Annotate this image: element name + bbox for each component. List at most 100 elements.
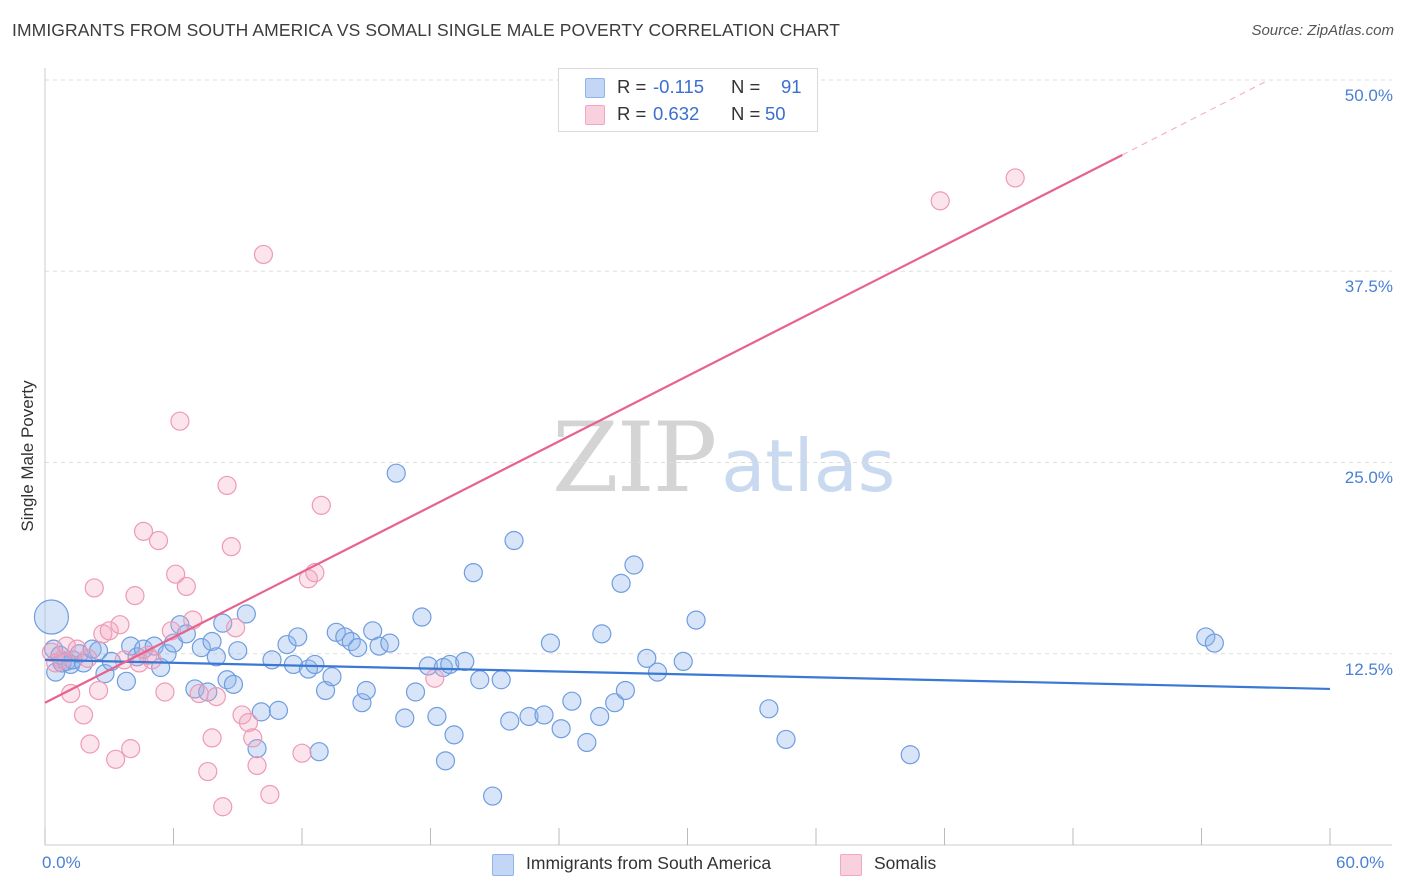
point-somalis-19 (133, 521, 154, 541)
point-somalis-26 (170, 411, 190, 431)
point-south-america-35 (251, 702, 271, 722)
point-south-america-74 (540, 633, 561, 653)
point-south-america-67 (470, 670, 490, 690)
point-south-america-43 (309, 742, 329, 762)
point-south-america-76 (562, 691, 582, 711)
series-somalis-points (41, 168, 1025, 817)
y-tick-50: 50.0% (1344, 86, 1393, 105)
legend-r-value: 0.632 (653, 103, 700, 124)
point-somalis-8 (80, 734, 100, 754)
point-somalis-14 (110, 615, 130, 635)
point-somalis-34 (217, 475, 237, 496)
y-tick-25: 25.0% (1344, 468, 1393, 487)
point-somalis-46 (311, 495, 331, 515)
point-south-america-0 (33, 599, 70, 635)
point-south-america-83 (624, 555, 644, 575)
point-south-america-46 (326, 622, 346, 642)
point-somalis-32 (206, 686, 226, 707)
legend-r-value: -0.115 (653, 76, 705, 97)
point-south-america-38 (277, 634, 297, 655)
legend-swatch-blue (585, 78, 605, 98)
point-south-america-51 (356, 680, 376, 701)
point-south-america-58 (412, 607, 432, 627)
point-south-america-53 (369, 636, 389, 656)
point-somalis-30 (198, 761, 218, 782)
trend-line-somalis (44, 153, 1123, 704)
point-south-america-66 (463, 563, 483, 583)
point-somalis-6 (73, 705, 94, 725)
axes (44, 68, 1392, 846)
chart-title: IMMIGRANTS FROM SOUTH AMERICA VS SOMALI … (12, 20, 841, 40)
point-somalis-17 (125, 586, 145, 606)
point-somalis-48 (930, 191, 950, 211)
point-south-america-81 (611, 573, 631, 593)
point-south-america-37 (268, 700, 289, 720)
point-somalis-42 (260, 784, 280, 805)
point-south-america-49 (348, 638, 368, 658)
legend-n-label: N = (731, 103, 761, 124)
point-south-america-40 (288, 627, 308, 647)
point-somalis-10 (88, 680, 109, 701)
y-axis-label: Single Male Poverty (18, 380, 37, 532)
legend-swatch-pink (585, 105, 605, 125)
point-south-america-31 (223, 674, 244, 694)
point-south-america-79 (592, 624, 612, 644)
point-somalis-16 (121, 739, 141, 759)
point-south-america-73 (534, 705, 554, 725)
point-south-america-28 (206, 647, 226, 667)
legend-n-label: N = (731, 76, 761, 97)
point-south-america-68 (483, 786, 503, 806)
point-south-america-33 (236, 604, 256, 624)
y-tick-12-5: 12.5% (1344, 660, 1393, 679)
point-south-america-86 (673, 651, 693, 672)
point-somalis-31 (202, 728, 222, 748)
point-somalis-21 (142, 650, 162, 670)
point-somalis-33 (213, 797, 233, 817)
point-somalis-37 (232, 705, 252, 725)
point-south-america-54 (380, 633, 400, 653)
point-somalis-13 (106, 749, 126, 769)
trend-lines (44, 80, 1331, 704)
point-south-america-42 (305, 654, 325, 675)
point-south-america-60 (427, 706, 447, 727)
point-south-america-70 (500, 711, 520, 731)
point-somalis-23 (155, 682, 175, 702)
legend-label: Immigrants from South America (526, 853, 772, 873)
point-south-america-75 (551, 719, 571, 739)
legend-swatch-pink (840, 854, 862, 876)
point-south-america-92 (1204, 633, 1224, 653)
point-south-america-55 (386, 463, 406, 483)
point-south-america-65 (455, 651, 475, 672)
point-somalis-47 (425, 668, 445, 688)
point-south-america-85 (647, 662, 668, 682)
point-somalis-27 (176, 576, 196, 597)
point-south-america-59 (418, 656, 438, 676)
point-south-america-89 (776, 729, 796, 750)
point-south-america-10 (82, 639, 102, 659)
point-south-america-69 (491, 670, 511, 690)
point-somalis-9 (84, 578, 104, 598)
legend-r-label: R = (617, 103, 647, 124)
point-somalis-29 (189, 683, 209, 704)
legend-swatch-blue (492, 854, 514, 876)
point-south-america-32 (228, 641, 248, 661)
point-south-america-87 (686, 610, 706, 630)
point-somalis-7 (78, 648, 98, 668)
point-somalis-3 (56, 636, 77, 656)
trend-line-somalis-extension (1121, 80, 1267, 156)
point-somalis-24 (161, 621, 181, 641)
point-south-america-62 (435, 751, 456, 771)
x-tick-0: 0.0% (42, 853, 81, 872)
gridlines (45, 79, 1392, 655)
point-somalis-38 (238, 712, 259, 733)
point-south-america-14 (116, 671, 136, 691)
y-tick-37-5: 37.5% (1344, 277, 1393, 296)
point-south-america-25 (191, 638, 211, 658)
point-somalis-39 (243, 728, 263, 748)
point-south-america-72 (519, 706, 539, 727)
x-tick-60: 60.0% (1336, 853, 1385, 872)
point-south-america-80 (605, 693, 625, 713)
correlation-legend: R = -0.115 N = 91 R = 0.632 N = 50 (558, 68, 818, 132)
point-somalis-25 (166, 564, 186, 584)
point-south-america-29 (213, 613, 233, 633)
